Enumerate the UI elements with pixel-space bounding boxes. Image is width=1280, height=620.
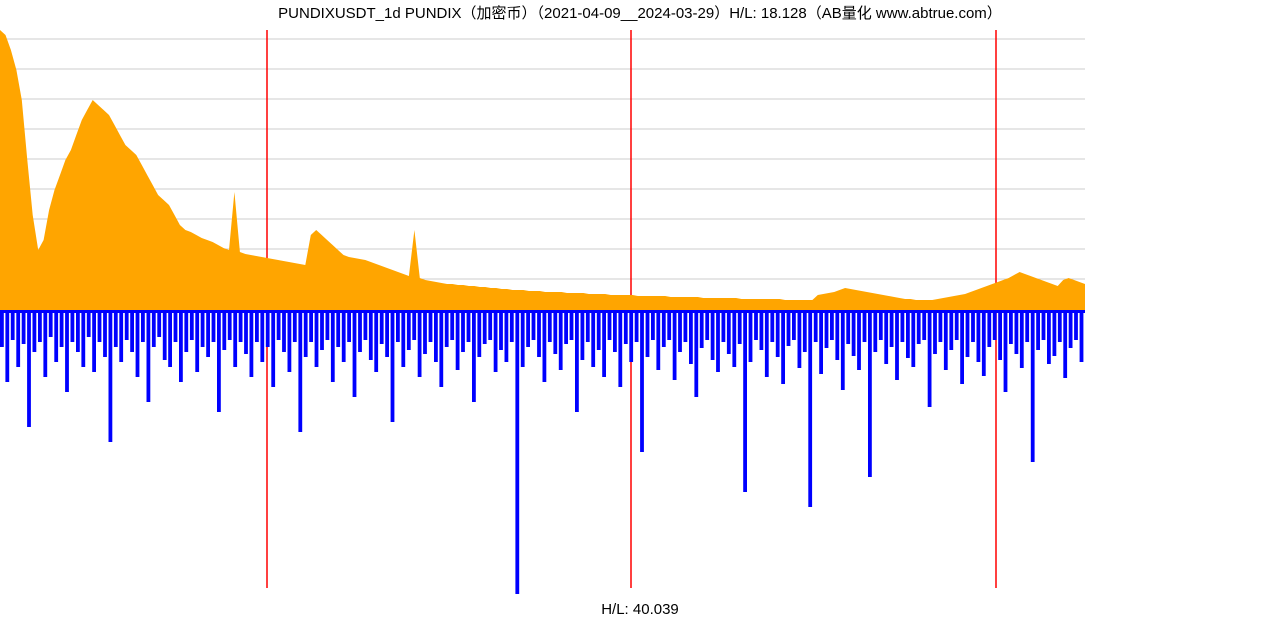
- chart-title: PUNDIXUSDT_1d PUNDIX（加密币）（2021-04-09__20…: [0, 2, 1280, 23]
- chart-bottom-label: H/L: 40.039: [0, 601, 1280, 618]
- chart-svg: [0, 24, 1085, 594]
- chart-area: [0, 24, 1085, 594]
